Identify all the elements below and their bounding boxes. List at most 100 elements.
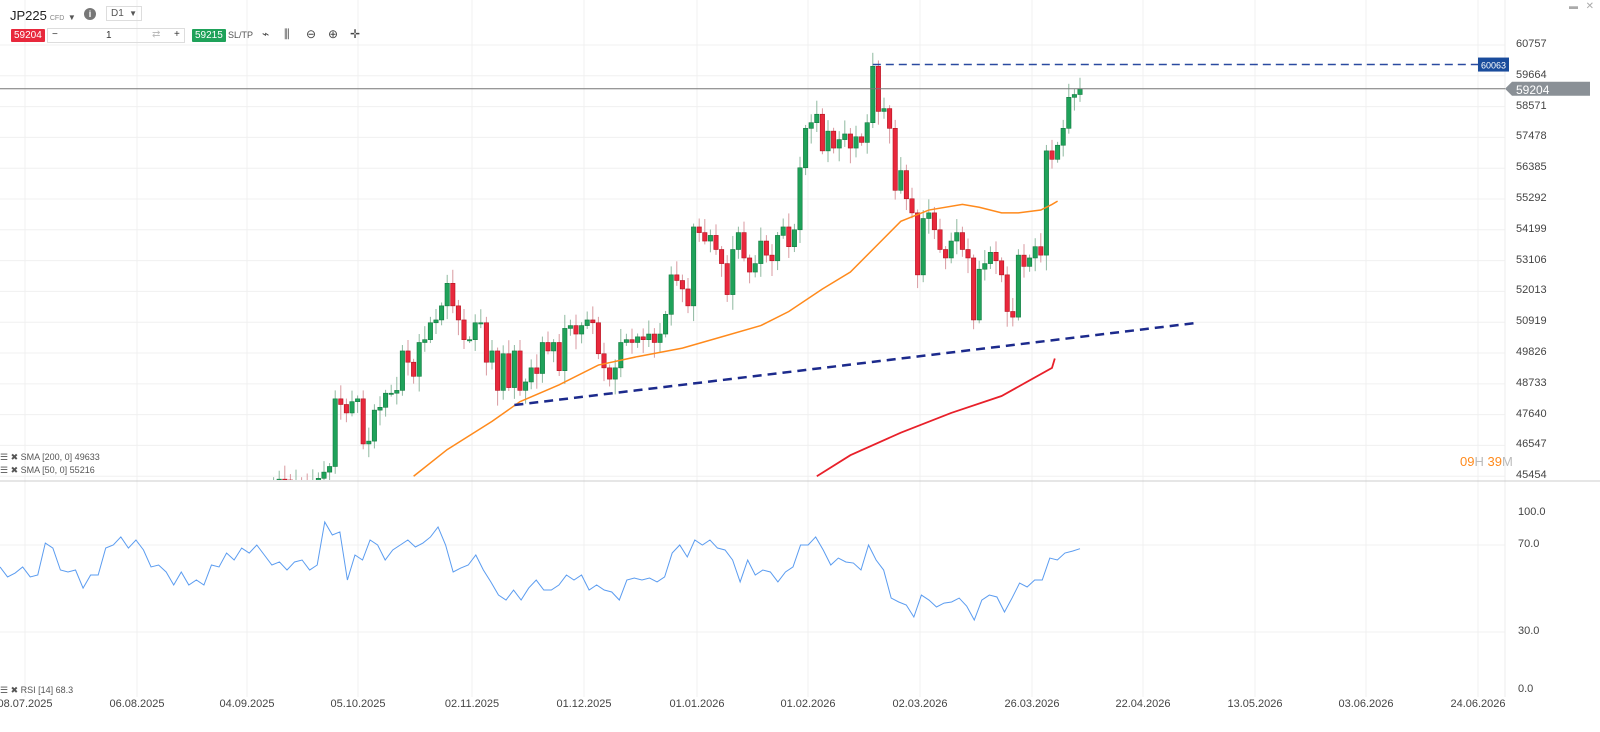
price-axis-label: 59664 [1516, 68, 1547, 81]
candle-up [803, 128, 809, 169]
candle-up [780, 226, 786, 236]
legend-rsi[interactable]: ☰ ✖ RSI [14] 68.3 [0, 685, 73, 696]
rsi-axis-label: 30.0 [1518, 625, 1540, 637]
candle-up [355, 398, 361, 402]
candle-up [976, 268, 982, 321]
candle-up [1027, 257, 1033, 267]
candle-up [881, 108, 887, 112]
candle-down [702, 232, 708, 242]
swap-icon[interactable]: ⇄ [152, 29, 161, 40]
zoom-out-icon[interactable]: ⊖ [306, 27, 317, 41]
candle-up [315, 478, 321, 480]
price-axis-label: 58571 [1516, 99, 1547, 112]
candle-up [1071, 94, 1077, 98]
price-axis-label: 46547 [1516, 438, 1547, 451]
candle-down [651, 333, 657, 343]
timeframe-value: D1 [111, 8, 124, 19]
candle-up [898, 170, 904, 191]
candle-up [1032, 246, 1038, 259]
decrease-button[interactable]: − [52, 29, 58, 40]
candle-down [343, 404, 349, 414]
candle-down [405, 350, 411, 363]
quantity-stepper[interactable]: − 1 ⇄ + [47, 28, 185, 43]
candle-up [612, 367, 618, 380]
candle-down [556, 342, 562, 371]
candle-up [427, 322, 433, 340]
candles-icon[interactable]: ⫼ [284, 27, 290, 41]
candle-down [892, 128, 898, 191]
resistance-label: 60063 [1481, 61, 1506, 71]
current-price-label-bg [1505, 81, 1590, 96]
candle-up [864, 122, 870, 143]
price-axis-label: 50919 [1516, 315, 1547, 328]
candle-down [545, 342, 551, 352]
candle-up [663, 314, 669, 335]
candle-up [332, 398, 338, 467]
candle-down [903, 170, 909, 200]
buy-button[interactable]: 59215 [192, 29, 226, 42]
candle-up [394, 390, 400, 394]
candle-up [366, 440, 372, 445]
candle-up [1066, 97, 1072, 129]
candle-up [371, 409, 377, 442]
candle-up [1043, 150, 1049, 256]
candle-up [954, 232, 960, 242]
candle-down [971, 257, 977, 321]
candle-down [937, 229, 943, 250]
list-icon: ☰ [0, 685, 9, 695]
legend-label: RSI [14] 68.3 [20, 685, 74, 695]
candle-up [814, 113, 820, 123]
sell-button[interactable]: 59204 [11, 29, 45, 42]
legend-sma50[interactable]: ☰ ✖ SMA [50, 0] 55216 [0, 465, 95, 476]
candle-up [758, 240, 764, 264]
remove-icon[interactable]: ✖ [10, 452, 19, 462]
candle-down [455, 305, 461, 321]
candle-down [506, 353, 512, 388]
price-axis-label: 45454 [1516, 469, 1547, 482]
candle-up [870, 66, 876, 123]
close-icon[interactable]: ✕ [1585, 1, 1594, 12]
candle-up [327, 466, 333, 473]
legend-sma200[interactable]: ☰ ✖ SMA [200, 0] 49633 [0, 452, 100, 463]
info-icon[interactable]: i [84, 8, 96, 20]
line-chart-icon[interactable]: ⌁ [262, 27, 270, 41]
increase-button[interactable]: + [174, 29, 180, 40]
candle-down [461, 319, 467, 340]
price-axis-label: 52013 [1516, 284, 1547, 297]
minimize-icon[interactable]: ▬ [1569, 1, 1578, 11]
candle-down [959, 232, 965, 250]
date-axis-label: 22.04.2026 [1115, 698, 1171, 710]
candle-down [483, 322, 489, 363]
symbol-selector[interactable]: JP225 CFD ▼ [10, 8, 76, 23]
candle-down [573, 325, 579, 335]
sltp-button[interactable]: SL/TP [228, 30, 254, 40]
candle-down [595, 322, 601, 355]
candle-down [931, 212, 937, 231]
candle-down [305, 482, 309, 483]
candle-up [1055, 144, 1061, 160]
timeframe-select[interactable]: D1 ▼ [106, 6, 142, 21]
quantity-input[interactable]: 1 [106, 30, 112, 41]
candle-down [847, 133, 853, 149]
remove-icon[interactable]: ✖ [10, 685, 19, 695]
candle-down [590, 319, 596, 324]
candle-up [668, 274, 674, 315]
candle-down [763, 240, 769, 256]
crosshair-icon[interactable]: ✛ [350, 27, 361, 41]
candle-up [539, 342, 545, 374]
price-axis-label: 57478 [1516, 130, 1547, 143]
candle-up [500, 353, 506, 391]
candle-down [724, 263, 730, 295]
zoom-in-icon[interactable]: ⊕ [328, 27, 339, 41]
candle-up [478, 322, 484, 325]
candle-up [472, 322, 478, 340]
remove-icon[interactable]: ✖ [10, 465, 19, 475]
candle-up [646, 333, 652, 340]
date-axis-label: 02.11.2025 [444, 698, 500, 710]
price-axis-label: 54199 [1516, 222, 1547, 235]
candle-up [444, 283, 450, 307]
candle-down [696, 226, 702, 233]
legend-label: SMA [200, 0] 49633 [20, 452, 100, 462]
candle-up [775, 235, 781, 262]
